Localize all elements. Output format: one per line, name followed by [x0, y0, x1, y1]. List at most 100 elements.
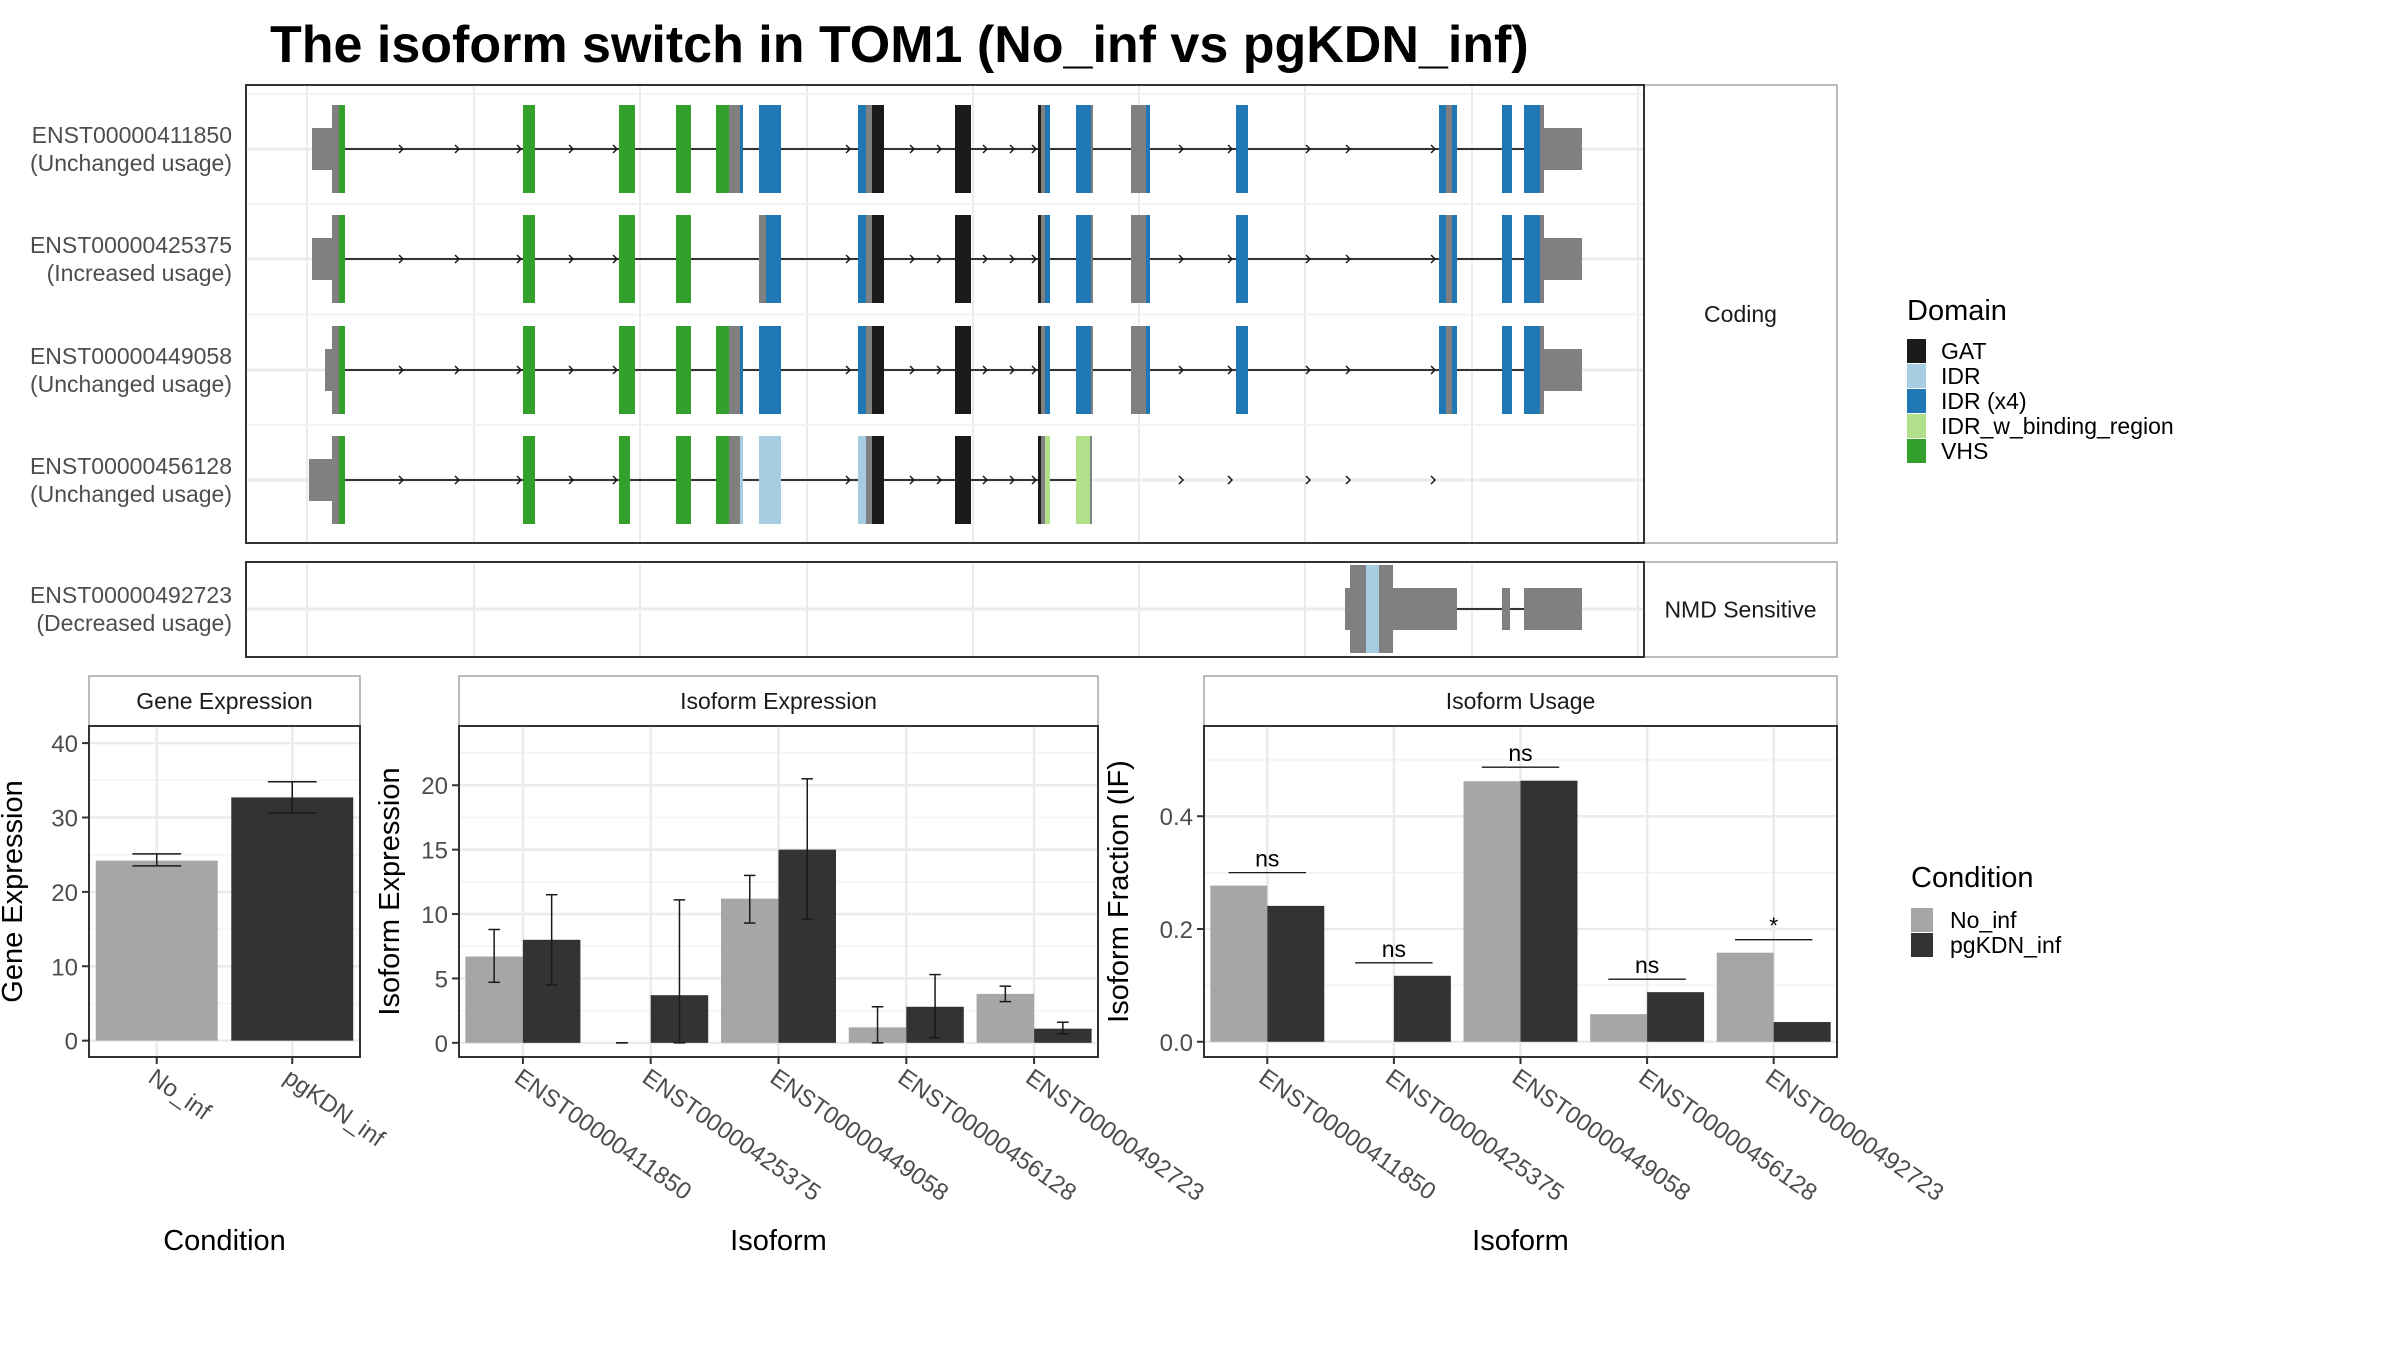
domain-legend-item: VHS	[1907, 438, 1988, 464]
utr-3prime	[1393, 588, 1457, 630]
bar	[231, 797, 354, 1041]
strand-arrow	[1009, 365, 1016, 375]
exon-domain-idr-x4	[1236, 105, 1248, 193]
strand-arrow	[1345, 254, 1352, 264]
isoform-usage-chart: Isoform Usagensnsnsns*0.00.20.4ENST00000…	[1103, 675, 1948, 1257]
y-tick-label: 0.4	[1160, 804, 1193, 831]
strand-arrow	[568, 365, 575, 375]
strand-arrow	[1227, 365, 1234, 375]
exon-domain-idr-x4	[759, 326, 781, 414]
strand-arrow	[612, 144, 619, 154]
exon-domain-idr-binding	[1076, 436, 1090, 524]
exon-domain-idr-x4	[1439, 215, 1446, 303]
utr-3prime	[1524, 588, 1582, 630]
exon-noncoding	[1091, 215, 1093, 303]
strand-arrow	[516, 144, 523, 154]
strand-arrow	[936, 144, 943, 154]
exon-domain-vhs	[339, 105, 345, 193]
legend-label: IDR_w_binding_region	[1941, 413, 2174, 439]
facet-strip-label: Coding	[1704, 301, 1777, 327]
exon-noncoding	[1540, 326, 1544, 414]
figure-title: The isoform switch in TOM1 (No_inf vs pg…	[270, 16, 1529, 74]
transcript-id: ENST00000492723	[30, 582, 232, 608]
utr-5prime	[312, 128, 332, 170]
exon-domain-gat	[872, 105, 884, 193]
strand-arrow	[1009, 254, 1016, 264]
exon-domain-idr-x4	[1076, 326, 1091, 414]
legend-swatch	[1907, 389, 1926, 413]
significance-label: ns	[1508, 740, 1532, 766]
strand-arrow	[1227, 254, 1234, 264]
strand-arrow	[1031, 365, 1038, 375]
exon-domain-vhs	[676, 436, 691, 524]
exon-domain-idr-x4	[1236, 215, 1248, 303]
strand-arrow	[454, 254, 461, 264]
exon-noncoding	[1502, 588, 1510, 630]
utr-5prime	[325, 349, 332, 391]
facet-strip	[1203, 675, 1838, 727]
exon-noncoding	[729, 105, 740, 193]
strand-arrow	[398, 475, 405, 485]
exon-noncoding	[759, 215, 766, 303]
exon-domain-idr-x4	[1076, 105, 1091, 193]
exon-noncoding	[1041, 436, 1045, 524]
exon-domain-vhs	[339, 326, 345, 414]
bar-pgkdn-inf	[1393, 975, 1451, 1042]
strand-arrow	[909, 365, 916, 375]
y-tick-label: 10	[421, 902, 448, 929]
exon-domain-idr-x4	[1524, 215, 1540, 303]
bar-no-inf	[1210, 885, 1268, 1042]
exon-domain-idr-x4	[1146, 326, 1150, 414]
legend-swatch	[1907, 339, 1926, 363]
strand-arrow	[454, 144, 461, 154]
chart-title: Isoform Expression	[680, 688, 877, 714]
exon-domain-vhs	[523, 436, 535, 524]
transcript-label: ENST00000492723(Decreased usage)	[30, 582, 232, 636]
strand-arrow	[1009, 475, 1016, 485]
bar-pgkdn-inf	[1647, 992, 1705, 1042]
strand-arrow	[1305, 254, 1312, 264]
facet-strip-label: NMD Sensitive	[1664, 597, 1816, 623]
transcript-label: ENST00000411850(Unchanged usage)	[30, 122, 232, 176]
exon-noncoding	[1446, 105, 1452, 193]
y-tick-label: 0.2	[1160, 917, 1193, 944]
strand-arrow	[1178, 365, 1185, 375]
utr-5prime	[312, 238, 332, 280]
exon-domain-idr-x4	[1076, 215, 1091, 303]
exon-noncoding	[1131, 215, 1146, 303]
exon-domain-gat	[1038, 215, 1041, 303]
exon-noncoding	[1446, 215, 1452, 303]
exon-domain-gat	[955, 436, 971, 524]
exon-domain-vhs	[339, 215, 345, 303]
exon-noncoding	[332, 215, 339, 303]
legend-swatch	[1911, 908, 1933, 932]
strand-arrow	[1305, 475, 1312, 485]
strand-arrow	[516, 254, 523, 264]
strand-arrow	[909, 144, 916, 154]
strand-arrow	[936, 475, 943, 485]
exon-noncoding	[1091, 326, 1093, 414]
exon-noncoding	[1446, 326, 1452, 414]
exon-domain-vhs	[523, 105, 535, 193]
legend-swatch	[1907, 414, 1926, 438]
strand-arrow	[1430, 475, 1437, 485]
exon-domain-idr	[759, 436, 781, 524]
panel-border	[245, 84, 1645, 544]
utr-5prime	[309, 459, 332, 501]
transcript-usage-status: (Decreased usage)	[36, 610, 232, 636]
transcript-usage-status: (Unchanged usage)	[30, 371, 232, 397]
exon-noncoding	[1350, 565, 1366, 653]
strand-arrow	[845, 365, 852, 375]
x-axis-title: Isoform	[730, 1225, 827, 1257]
condition-legend-title: Condition	[1911, 862, 2034, 894]
transcript-usage-status: (Unchanged usage)	[30, 150, 232, 176]
exon-noncoding	[1041, 326, 1045, 414]
transcript-label: ENST00000456128(Unchanged usage)	[30, 453, 232, 507]
exon-domain-idr-x4	[1524, 326, 1540, 414]
exon-domain-gat	[872, 436, 884, 524]
chart-title: Isoform Usage	[1446, 688, 1596, 714]
exon-noncoding	[729, 326, 740, 414]
strand-arrow	[612, 475, 619, 485]
